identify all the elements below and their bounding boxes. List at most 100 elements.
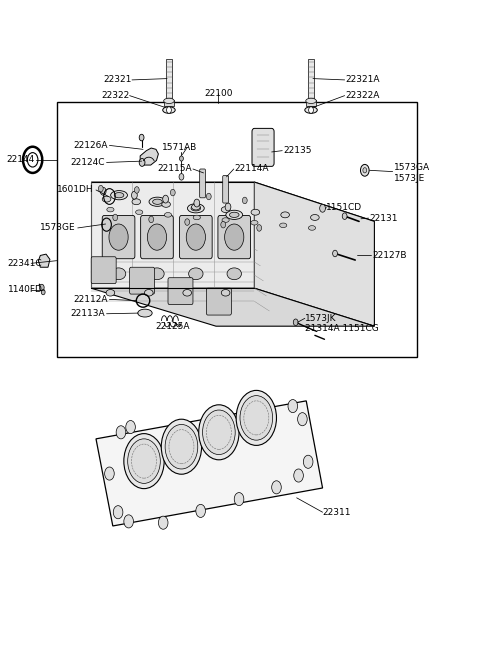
- Ellipse shape: [153, 199, 162, 204]
- Circle shape: [105, 467, 114, 480]
- Circle shape: [186, 224, 205, 250]
- Text: 22135: 22135: [283, 146, 312, 155]
- Circle shape: [303, 455, 313, 468]
- Circle shape: [363, 168, 367, 173]
- Circle shape: [294, 469, 303, 482]
- Text: 1573JE: 1573JE: [394, 174, 425, 183]
- Ellipse shape: [229, 212, 239, 217]
- Ellipse shape: [102, 196, 111, 202]
- Circle shape: [309, 107, 313, 113]
- Ellipse shape: [193, 215, 201, 220]
- Circle shape: [196, 504, 205, 517]
- Circle shape: [272, 481, 281, 494]
- Circle shape: [203, 410, 235, 455]
- Ellipse shape: [251, 210, 260, 215]
- FancyBboxPatch shape: [218, 215, 251, 259]
- Ellipse shape: [305, 107, 317, 113]
- FancyBboxPatch shape: [141, 215, 173, 259]
- Circle shape: [139, 134, 144, 141]
- Ellipse shape: [110, 191, 128, 200]
- Circle shape: [298, 413, 307, 426]
- Circle shape: [128, 439, 160, 483]
- FancyBboxPatch shape: [130, 267, 155, 294]
- Text: 22115A: 22115A: [157, 164, 192, 174]
- Circle shape: [206, 193, 211, 200]
- Ellipse shape: [162, 202, 170, 207]
- Circle shape: [113, 506, 123, 519]
- Circle shape: [194, 199, 200, 207]
- Circle shape: [221, 221, 226, 228]
- Ellipse shape: [281, 212, 289, 217]
- Text: 1151CD: 1151CD: [326, 203, 362, 212]
- Ellipse shape: [187, 204, 204, 213]
- Ellipse shape: [107, 207, 114, 212]
- Ellipse shape: [136, 210, 143, 215]
- Circle shape: [147, 224, 167, 250]
- Circle shape: [41, 290, 45, 295]
- Circle shape: [179, 174, 184, 180]
- Circle shape: [236, 390, 276, 445]
- Text: 22126A: 22126A: [73, 141, 108, 150]
- Ellipse shape: [306, 98, 316, 103]
- Ellipse shape: [106, 290, 115, 296]
- Text: 1140FD: 1140FD: [8, 285, 42, 294]
- Circle shape: [132, 191, 137, 199]
- Text: 22112A: 22112A: [73, 295, 108, 304]
- Ellipse shape: [183, 290, 192, 296]
- Circle shape: [165, 424, 198, 469]
- Ellipse shape: [114, 193, 124, 198]
- Ellipse shape: [164, 98, 174, 103]
- Ellipse shape: [144, 290, 153, 296]
- Ellipse shape: [164, 212, 172, 217]
- Text: 22127B: 22127B: [372, 251, 407, 260]
- Circle shape: [124, 515, 133, 528]
- Polygon shape: [91, 182, 374, 221]
- Text: 21314A 1151CG: 21314A 1151CG: [305, 324, 379, 333]
- FancyBboxPatch shape: [180, 215, 212, 259]
- Circle shape: [161, 419, 202, 474]
- Polygon shape: [38, 254, 50, 267]
- Ellipse shape: [111, 268, 126, 280]
- Bar: [166, 59, 172, 101]
- Circle shape: [288, 400, 298, 413]
- Circle shape: [39, 284, 44, 291]
- Circle shape: [98, 185, 103, 192]
- Circle shape: [257, 225, 262, 231]
- FancyBboxPatch shape: [102, 215, 135, 259]
- Text: 22321A: 22321A: [346, 75, 380, 84]
- Circle shape: [360, 164, 369, 176]
- Ellipse shape: [227, 268, 241, 280]
- Circle shape: [116, 426, 126, 439]
- Text: 22131: 22131: [370, 214, 398, 223]
- Ellipse shape: [192, 204, 200, 210]
- Circle shape: [134, 187, 139, 193]
- Text: 22113A: 22113A: [70, 309, 105, 318]
- Bar: [164, 100, 174, 106]
- Bar: [306, 100, 316, 106]
- Text: 1573GE: 1573GE: [40, 223, 76, 233]
- Ellipse shape: [226, 210, 243, 219]
- FancyBboxPatch shape: [168, 278, 193, 305]
- Ellipse shape: [251, 220, 258, 225]
- FancyBboxPatch shape: [223, 176, 228, 203]
- Circle shape: [163, 195, 168, 203]
- Circle shape: [333, 250, 337, 257]
- Text: 22311: 22311: [323, 508, 351, 517]
- Ellipse shape: [221, 290, 230, 296]
- Polygon shape: [91, 182, 254, 288]
- Ellipse shape: [221, 207, 230, 213]
- Bar: [57, 102, 417, 357]
- Text: 22322: 22322: [101, 91, 130, 100]
- Text: 1573GA: 1573GA: [394, 162, 430, 172]
- Circle shape: [240, 396, 273, 440]
- Ellipse shape: [163, 107, 175, 113]
- Circle shape: [109, 224, 128, 250]
- Polygon shape: [140, 148, 158, 165]
- Polygon shape: [91, 288, 374, 326]
- Circle shape: [293, 319, 298, 326]
- Ellipse shape: [308, 225, 316, 231]
- Ellipse shape: [191, 206, 201, 211]
- Circle shape: [234, 493, 244, 506]
- Circle shape: [126, 421, 135, 434]
- Circle shape: [199, 405, 239, 460]
